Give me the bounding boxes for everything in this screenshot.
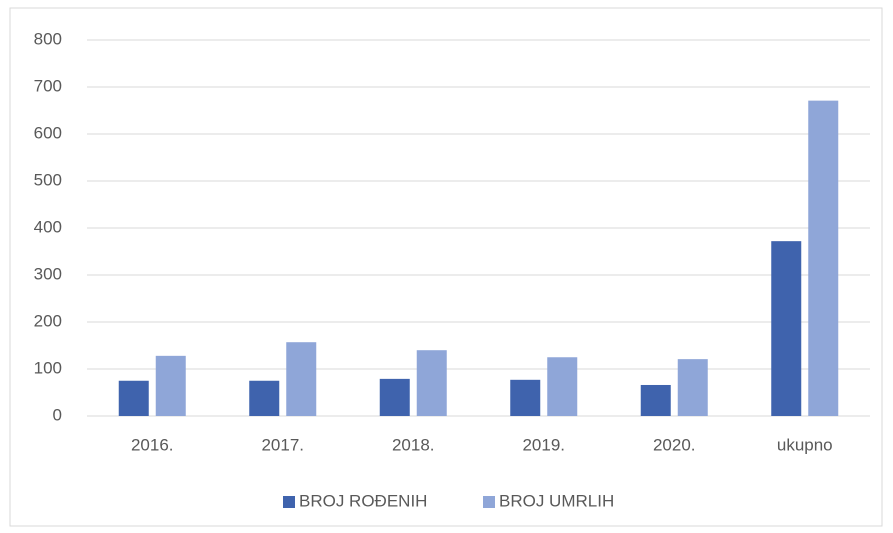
bar [118, 380, 149, 416]
y-tick-label: 500 [34, 170, 62, 189]
bar [771, 241, 802, 416]
y-tick-label: 200 [34, 311, 62, 330]
bar [249, 380, 280, 416]
y-tick-label: 300 [34, 264, 62, 283]
bar [547, 357, 578, 416]
bar [416, 350, 447, 416]
bar [510, 379, 541, 416]
legend-swatch [283, 496, 295, 508]
legend-swatch [483, 496, 495, 508]
y-tick-label: 800 [34, 29, 62, 48]
bar [155, 355, 186, 416]
bar [808, 100, 839, 416]
bar [379, 378, 410, 416]
y-tick-label: 600 [34, 123, 62, 142]
bar [286, 342, 317, 416]
bar [677, 359, 708, 416]
x-tick-label: 2016. [131, 435, 174, 454]
legend-label: BROJ UMRLIH [499, 491, 614, 510]
legend-label: BROJ ROĐENIH [299, 491, 427, 510]
y-tick-label: 0 [53, 405, 62, 424]
x-tick-label: 2017. [261, 435, 304, 454]
y-tick-label: 400 [34, 217, 62, 236]
bar [640, 384, 671, 416]
x-tick-label: 2019. [522, 435, 565, 454]
y-tick-label: 100 [34, 358, 62, 377]
x-tick-label: ukupno [777, 435, 833, 454]
x-tick-label: 2020. [653, 435, 696, 454]
chart-border [9, 7, 883, 527]
y-tick-label: 700 [34, 76, 62, 95]
x-tick-label: 2018. [392, 435, 435, 454]
